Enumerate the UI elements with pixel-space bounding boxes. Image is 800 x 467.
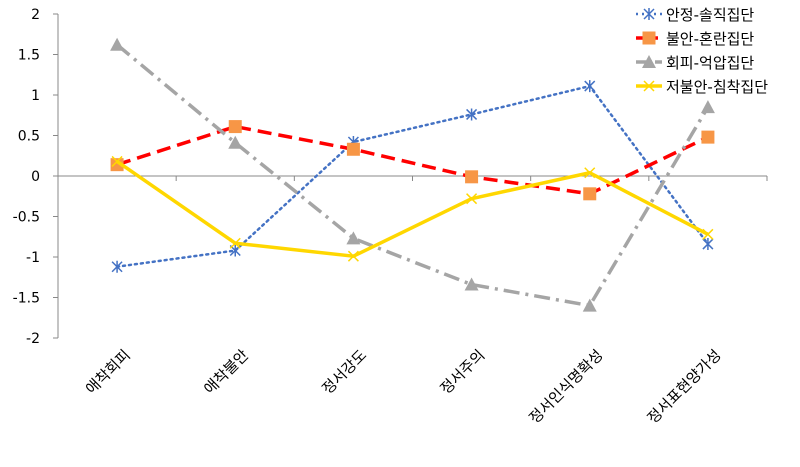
data-point	[702, 228, 714, 240]
data-point	[701, 130, 715, 144]
axes: 2 1.5 1 0.5 0 -0.5 -1 -1.5 -2 애착회피 애착불안 정서강도 정서주의 정서인…	[13, 7, 768, 427]
legend-item: 불안-혼란집단	[636, 30, 754, 48]
y-tick-label: 0	[31, 169, 40, 185]
series-line	[115, 43, 710, 308]
legend-item: 안정-솔직집단	[636, 6, 754, 24]
legend-label: 불안-혼란집단	[666, 30, 754, 48]
data-point	[584, 80, 596, 93]
y-tick-label: -0.5	[13, 210, 40, 226]
y-tick-label: -2	[26, 331, 40, 347]
series-line	[116, 124, 709, 196]
series-2	[110, 120, 715, 201]
data-point	[700, 100, 715, 114]
data-point	[583, 187, 597, 201]
series-3	[110, 37, 715, 312]
data-point	[111, 260, 123, 273]
y-tick-label: -1	[26, 250, 40, 266]
data-point	[347, 250, 359, 262]
data-point	[229, 237, 241, 249]
data-point	[642, 55, 656, 68]
data-point	[466, 193, 478, 205]
x-category-label: 정서표현양가성	[644, 346, 725, 427]
x-category-label: 정서인식명확성	[526, 346, 607, 427]
series-4	[111, 155, 714, 262]
y-tick-label: 2	[31, 7, 40, 23]
data-point	[228, 135, 243, 149]
data-point	[464, 277, 479, 291]
y-tick-label: 0.5	[18, 129, 40, 145]
data-point	[228, 120, 242, 134]
series-line	[116, 159, 709, 258]
y-tick-label: 1.5	[18, 48, 40, 64]
legend-item: 회피-억압집단	[636, 54, 754, 72]
data-point	[584, 167, 596, 179]
y-tick-label: -1.5	[13, 291, 40, 307]
legend-label: 회피-억압집단	[666, 54, 754, 72]
x-category-label: 정서강도	[318, 346, 370, 398]
series-layer	[110, 37, 715, 312]
data-point	[346, 231, 361, 245]
data-point	[465, 170, 479, 184]
data-point	[642, 31, 656, 45]
data-point	[643, 8, 655, 20]
x-category-label: 애착불안	[200, 346, 252, 398]
legend-label: 안정-솔직집단	[666, 6, 754, 24]
data-point	[346, 142, 360, 156]
data-point	[110, 37, 125, 51]
y-tick-label: 1	[31, 88, 40, 104]
x-category-label: 정서주의	[437, 346, 489, 398]
legend-label: 저불안-침착집단	[666, 78, 768, 96]
data-point	[582, 298, 597, 312]
data-point	[466, 108, 478, 121]
data-point	[643, 80, 655, 92]
legend-item: 저불안-침착집단	[636, 78, 768, 96]
data-point	[111, 155, 123, 167]
x-category-label: 애착회피	[82, 346, 134, 398]
data-point	[702, 238, 714, 251]
